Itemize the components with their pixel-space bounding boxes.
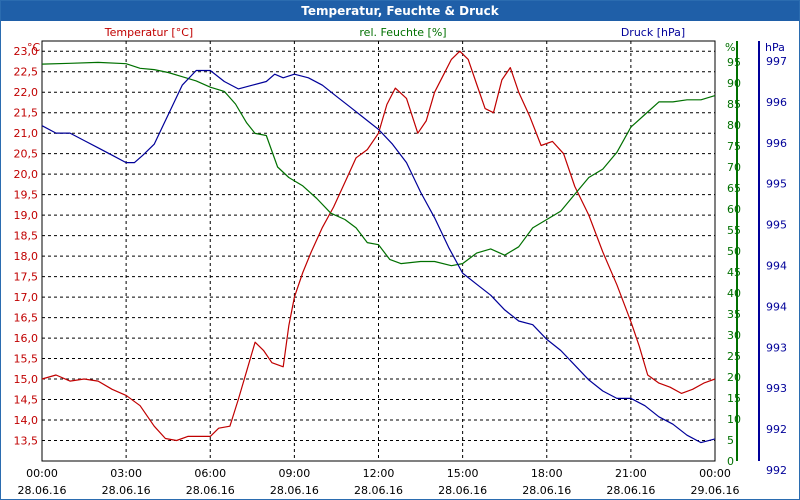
chart-svg: °C Temperatur [°C] rel. Feuchte [%] Druc… <box>14 26 788 497</box>
x-tick-time: 18:00 <box>531 467 563 480</box>
press-tick-label: 995 <box>766 178 787 191</box>
x-tick-time: 03:00 <box>110 467 142 480</box>
temp-unit-label: °C <box>27 41 41 54</box>
press-tick-label: 994 <box>766 300 787 313</box>
hum-tick-label: 50 <box>727 245 741 258</box>
press-legend: Druck [hPa] <box>621 26 685 39</box>
axis-labels: °C Temperatur [°C] rel. Feuchte [%] Druc… <box>27 26 785 54</box>
series-layer <box>41 50 716 444</box>
x-tick-time: 15:00 <box>447 467 479 480</box>
hum-tick-label: 55 <box>727 224 741 237</box>
x-tick-date: 28.06.16 <box>522 484 571 497</box>
hum-tick-label: 90 <box>727 77 741 90</box>
x-tick-date: 28.06.16 <box>18 484 67 497</box>
grid <box>42 41 715 461</box>
hum-tick-label: 5 <box>727 434 734 447</box>
temp-tick-label: 17,0 <box>14 291 39 304</box>
press-tick-label: 995 <box>766 219 787 232</box>
hum-tick-label: 0 <box>727 455 734 468</box>
hum-tick-label: 65 <box>727 182 741 195</box>
x-tick-date: 28.06.16 <box>102 484 151 497</box>
hum-tick-label: 20 <box>727 371 741 384</box>
temp-legend: Temperatur [°C] <box>104 26 193 39</box>
temp-tick-label: 20,0 <box>14 168 39 181</box>
temp-tick-label: 19,0 <box>14 209 39 222</box>
x-tick-time: 12:00 <box>363 467 395 480</box>
temp-tick-label: 17,5 <box>14 271 39 284</box>
press-tick-label: 993 <box>766 382 787 395</box>
hum-tick-label: 95 <box>727 56 741 69</box>
hum-tick-label: 35 <box>727 308 741 321</box>
temp-tick-label: 22,0 <box>14 86 39 99</box>
hum-legend: rel. Feuchte [%] <box>359 26 446 39</box>
x-tick-time: 00:00 <box>699 467 731 480</box>
hum-tick-label: 75 <box>727 140 741 153</box>
x-tick-date: 28.06.16 <box>270 484 319 497</box>
press-tick-label: 994 <box>766 260 787 273</box>
press-tick-label: 993 <box>766 341 787 354</box>
press-tick-label: 992 <box>766 423 787 436</box>
hum-tick-label: 70 <box>727 161 741 174</box>
series-line-press <box>41 69 716 444</box>
x-tick-time: 06:00 <box>194 467 226 480</box>
press-tick-label: 996 <box>766 96 787 109</box>
x-tick-date: 28.06.16 <box>186 484 235 497</box>
temp-tick-label: 13,5 <box>14 435 39 448</box>
hum-tick-label: 10 <box>727 413 741 426</box>
temp-tick-label: 19,5 <box>14 189 39 202</box>
press-tick-label: 997 <box>766 55 787 68</box>
x-tick-date: 29.06.16 <box>691 484 740 497</box>
x-tick-time: 09:00 <box>279 467 311 480</box>
hum-unit-label: % <box>725 41 735 54</box>
hum-tick-label: 15 <box>727 392 741 405</box>
hum-tick-label: 40 <box>727 287 741 300</box>
temp-tick-label: 21,5 <box>14 107 39 120</box>
series-line-hum <box>41 61 716 267</box>
temp-tick-label: 18,5 <box>14 230 39 243</box>
temp-tick-label: 15,5 <box>14 353 39 366</box>
hum-tick-label: 85 <box>727 98 741 111</box>
temp-tick-label: 16,5 <box>14 312 39 325</box>
temp-tick-label: 23,0 <box>14 45 39 58</box>
x-tick-date: 28.06.16 <box>606 484 655 497</box>
hum-tick-label: 60 <box>727 203 741 216</box>
temp-tick-label: 21,0 <box>14 127 39 140</box>
temp-tick-label: 20,5 <box>14 148 39 161</box>
hum-tick-label: 80 <box>727 119 741 132</box>
temp-tick-label: 22,5 <box>14 66 39 79</box>
press-unit-label: hPa <box>765 41 785 54</box>
temp-tick-label: 16,0 <box>14 332 39 345</box>
hum-tick-label: 25 <box>727 350 741 363</box>
series-line-temp <box>41 50 716 442</box>
press-tick-label: 992 <box>766 464 787 477</box>
temp-tick-label: 14,5 <box>14 394 39 407</box>
x-tick-date: 28.06.16 <box>354 484 403 497</box>
temp-tick-label: 18,0 <box>14 250 39 263</box>
temp-tick-label: 15,0 <box>14 373 39 386</box>
hum-tick-label: 30 <box>727 329 741 342</box>
x-tick-time: 00:00 <box>26 467 58 480</box>
hum-tick-label: 45 <box>727 266 741 279</box>
temp-tick-label: 14,0 <box>14 414 39 427</box>
x-tick-date: 28.06.16 <box>438 484 487 497</box>
press-tick-label: 996 <box>766 137 787 150</box>
x-tick-time: 21:00 <box>615 467 647 480</box>
chart-title: Temperatur, Feuchte & Druck <box>1 1 799 21</box>
